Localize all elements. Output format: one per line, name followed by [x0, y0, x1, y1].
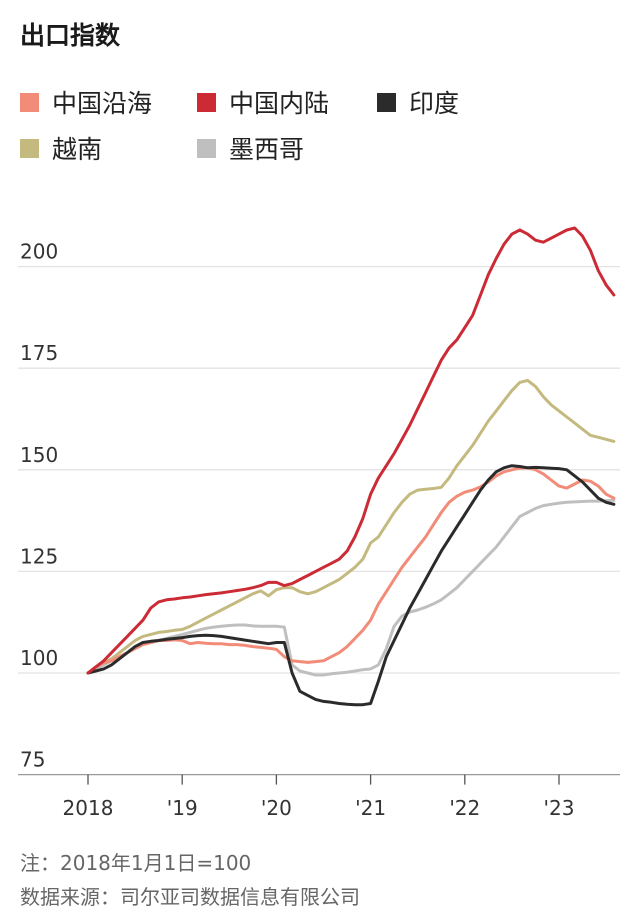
x-tick-label: '22 [449, 796, 480, 820]
legend-swatch [197, 138, 216, 158]
y-tick-label-150: 150 [20, 443, 58, 467]
y-tick-label-200: 200 [20, 240, 58, 264]
x-tick-label: 2018 [63, 796, 114, 820]
legend-item: 印度 [377, 84, 459, 120]
notes: 注：2018年1月1日=100 数据来源：司尔亚司数据信息有限公司 [20, 846, 360, 914]
source-note: 数据来源：司尔亚司数据信息有限公司 [20, 885, 360, 909]
series-line-4 [86, 498, 616, 677]
legend-swatch [20, 138, 39, 158]
x-tick-label: '23 [544, 796, 575, 820]
legend-label: 墨西哥 [229, 135, 305, 164]
chart-title: 出口指数 [20, 21, 121, 50]
legend-item: 中国内陆 [197, 84, 329, 120]
y-tick-label-75: 75 [20, 748, 45, 772]
grid-lines [18, 265, 620, 776]
index-note: 注：2018年1月1日=100 [20, 851, 252, 875]
x-tick-label: '20 [261, 796, 292, 820]
legend-label: 中国沿海 [52, 89, 153, 118]
series-line-3 [86, 378, 616, 675]
y-axis-ticks: 75 100 125 150 175 200 [20, 240, 58, 772]
y-tick-label-125: 125 [20, 544, 58, 568]
series-line-1 [86, 226, 616, 675]
series-lines [86, 226, 616, 707]
legend-swatch [377, 92, 396, 112]
legend-swatch [197, 92, 216, 112]
legend-label: 越南 [52, 135, 103, 164]
x-axis: 2018 '19 '20 '21 '22 '23 [63, 774, 575, 820]
y-tick-label-175: 175 [20, 341, 58, 365]
x-tick-label: '21 [355, 796, 386, 820]
x-tick-label: '19 [167, 796, 198, 820]
legend-label: 中国内陆 [229, 89, 330, 118]
y-tick-label-100: 100 [20, 646, 58, 670]
legend-item: 墨西哥 [197, 130, 304, 166]
legend-label: 印度 [409, 89, 460, 118]
legend-swatch [20, 92, 39, 112]
series-line-2 [86, 464, 616, 707]
legend-item: 中国沿海 [20, 84, 152, 120]
legend-item: 越南 [20, 130, 102, 166]
